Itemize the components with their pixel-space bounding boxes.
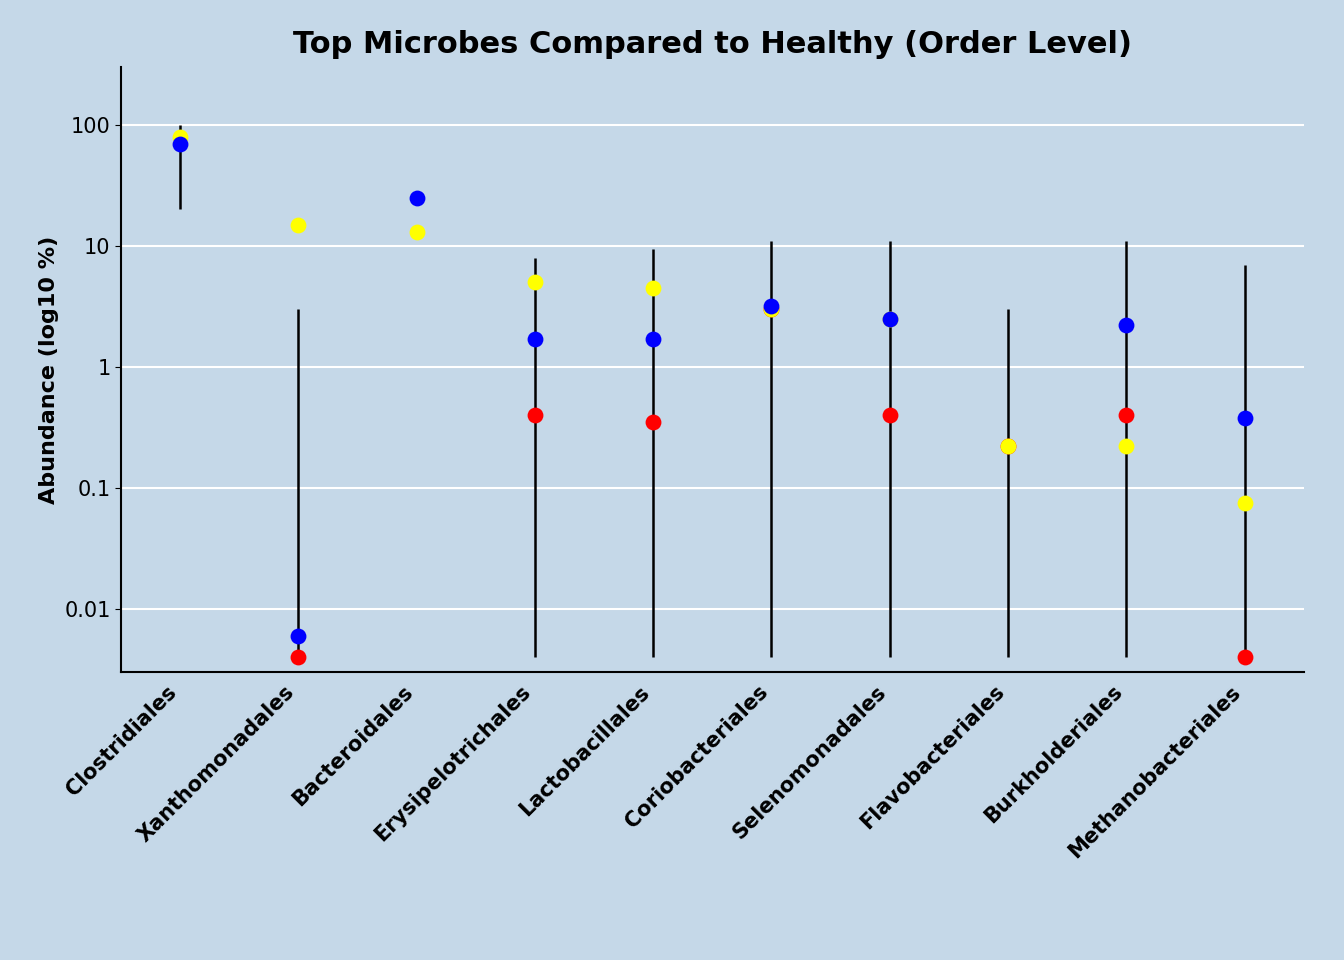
Point: [1234, 649, 1255, 664]
Point: [406, 225, 427, 240]
Point: [642, 331, 664, 347]
Point: [169, 136, 191, 152]
Point: [642, 280, 664, 296]
Point: [997, 439, 1019, 454]
Y-axis label: Abundance (log10 %): Abundance (log10 %): [39, 235, 59, 504]
Point: [1116, 439, 1137, 454]
Point: [761, 301, 782, 317]
Point: [642, 415, 664, 430]
Point: [879, 311, 900, 326]
Point: [1234, 410, 1255, 425]
Point: [288, 217, 309, 232]
Point: [761, 301, 782, 317]
Point: [524, 407, 546, 422]
Point: [524, 331, 546, 347]
Point: [288, 649, 309, 664]
Point: [406, 190, 427, 205]
Point: [1116, 407, 1137, 422]
Point: [288, 628, 309, 643]
Point: [761, 298, 782, 313]
Point: [1116, 318, 1137, 333]
Point: [524, 275, 546, 290]
Point: [169, 129, 191, 144]
Point: [879, 407, 900, 422]
Point: [879, 311, 900, 326]
Point: [1234, 495, 1255, 511]
Point: [997, 439, 1019, 454]
Title: Top Microbes Compared to Healthy (Order Level): Top Microbes Compared to Healthy (Order …: [293, 31, 1132, 60]
